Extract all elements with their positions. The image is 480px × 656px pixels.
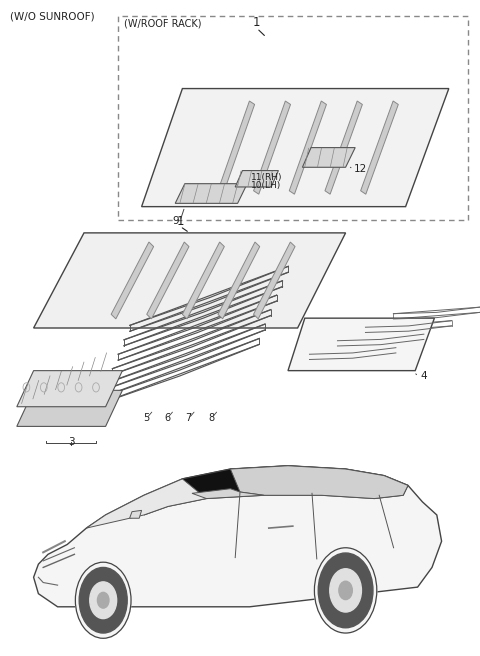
Polygon shape bbox=[175, 184, 247, 203]
Circle shape bbox=[97, 592, 109, 608]
Circle shape bbox=[339, 581, 352, 600]
Polygon shape bbox=[147, 242, 189, 319]
Polygon shape bbox=[144, 466, 408, 515]
Polygon shape bbox=[218, 242, 260, 319]
Polygon shape bbox=[253, 242, 295, 319]
Text: 6: 6 bbox=[164, 413, 170, 423]
Polygon shape bbox=[288, 318, 434, 371]
Circle shape bbox=[318, 553, 373, 628]
Polygon shape bbox=[230, 466, 408, 499]
Circle shape bbox=[314, 548, 377, 633]
Polygon shape bbox=[235, 171, 278, 187]
Text: (W/O SUNROOF): (W/O SUNROOF) bbox=[10, 12, 94, 22]
Text: 5: 5 bbox=[143, 413, 150, 423]
Text: 10(LH): 10(LH) bbox=[251, 180, 281, 190]
Circle shape bbox=[90, 582, 117, 619]
Text: 1: 1 bbox=[176, 215, 184, 228]
Circle shape bbox=[79, 567, 127, 633]
Text: 1: 1 bbox=[253, 16, 261, 30]
Polygon shape bbox=[182, 242, 224, 319]
Polygon shape bbox=[325, 101, 362, 194]
Polygon shape bbox=[142, 89, 449, 207]
Polygon shape bbox=[302, 148, 355, 167]
Polygon shape bbox=[17, 371, 122, 407]
Polygon shape bbox=[111, 242, 154, 319]
Text: 12: 12 bbox=[354, 164, 368, 174]
Polygon shape bbox=[17, 390, 122, 426]
Polygon shape bbox=[192, 489, 264, 499]
Circle shape bbox=[75, 562, 131, 638]
Text: 11(RH): 11(RH) bbox=[251, 173, 282, 182]
Polygon shape bbox=[34, 466, 442, 607]
Polygon shape bbox=[86, 479, 206, 528]
Polygon shape bbox=[253, 101, 290, 194]
Polygon shape bbox=[360, 101, 398, 194]
Text: (W/ROOF RACK): (W/ROOF RACK) bbox=[124, 18, 201, 28]
Polygon shape bbox=[218, 101, 254, 194]
Text: 8: 8 bbox=[208, 413, 214, 423]
Text: 9: 9 bbox=[172, 216, 179, 226]
Text: 3: 3 bbox=[68, 437, 74, 447]
Text: 7: 7 bbox=[185, 413, 192, 423]
Text: 4: 4 bbox=[420, 371, 427, 381]
Circle shape bbox=[330, 569, 361, 612]
Polygon shape bbox=[289, 101, 326, 194]
Polygon shape bbox=[34, 233, 346, 328]
Polygon shape bbox=[130, 510, 142, 518]
